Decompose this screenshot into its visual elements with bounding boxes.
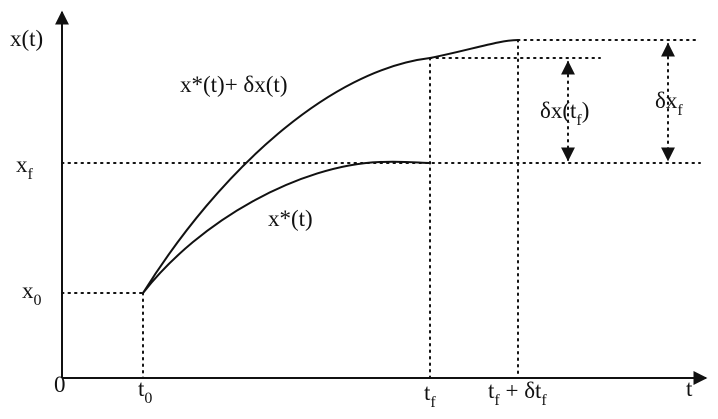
subscript: f (677, 102, 683, 119)
label-text: t (424, 380, 431, 405)
y-axis-label: x(t) (10, 26, 43, 51)
origin-label: 0 (54, 372, 66, 397)
subscript: f (541, 392, 547, 409)
label-text: x (22, 278, 34, 303)
label-text: 0 (54, 372, 66, 397)
subscript: f (494, 392, 500, 409)
t-initial-label: t0 (138, 376, 152, 407)
label-text: x*(t)+ δx(t) (180, 72, 287, 97)
subscript: 0 (34, 292, 42, 309)
label-text: ) (582, 98, 590, 123)
optimal-curve-label: x*(t) (268, 206, 313, 231)
label-text: δx(t (540, 98, 577, 123)
label-text: x(t) (10, 26, 43, 51)
subscript: f (430, 394, 436, 411)
label-text: t (488, 378, 495, 403)
subscript: f (576, 112, 582, 129)
subscript: f (28, 166, 34, 183)
x-final-label: xf (16, 152, 34, 183)
x-axis-label: t (686, 376, 693, 401)
subscript: 0 (144, 390, 152, 407)
delta-x-at-tf-label: δx(tf) (540, 98, 589, 129)
optimal-curve (142, 160, 431, 294)
label-text: δx (655, 88, 678, 113)
t-final-label: tf (424, 380, 436, 411)
label-text: x*(t) (268, 206, 313, 231)
x-initial-label: x0 (22, 278, 42, 309)
perturbed-curve (142, 39, 519, 294)
label-text: t (686, 376, 693, 401)
label-text: x (16, 152, 28, 177)
t-final-shifted-label: tf + δtf (488, 378, 547, 409)
delta-x-final-label: δxf (655, 88, 683, 119)
label-text: + δt (500, 378, 542, 403)
label-text: t (138, 376, 145, 401)
perturbed-curve-label: x*(t)+ δx(t) (180, 72, 287, 97)
